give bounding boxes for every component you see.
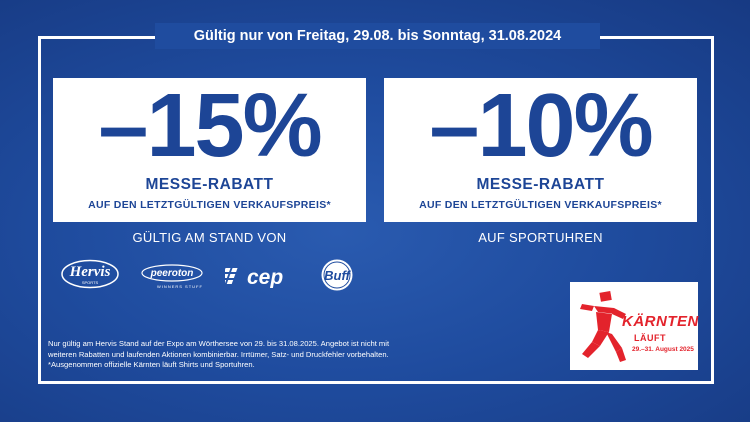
runner-figure-icon <box>580 291 626 362</box>
cep-logo-name: cep <box>247 266 283 288</box>
buff-logo: Buff <box>320 258 354 292</box>
discount-percent: –15% <box>98 76 322 176</box>
kaernten-laeuft-badge: KÄRNTEN LÄUFT 29.–31. August 2025 <box>570 282 698 370</box>
offer-card-15: –15% MESSE-RABATT AUF DEN LETZTGÜLTIGEN … <box>53 78 366 222</box>
event-dates: 29.–31. August 2025 <box>632 346 694 353</box>
price-basis: AUF DEN LETZTGÜLTIGEN VERKAUFSPREIS* <box>419 199 662 211</box>
event-title: KÄRNTEN <box>622 313 699 330</box>
disclaimer-line: weiteren Rabatten und laufenden Aktionen… <box>48 349 389 359</box>
rebate-label: MESSE-RABATT <box>145 176 274 193</box>
rebate-label: MESSE-RABATT <box>476 176 605 193</box>
cep-logo: cep <box>219 264 297 289</box>
offer-10-subtext: AUF SPORTUHREN <box>478 230 603 245</box>
offer-card-10: –10% MESSE-RABATT AUF DEN LETZTGÜLTIGEN … <box>384 78 697 222</box>
hervis-logo-name: Hervis <box>69 264 111 280</box>
hervis-logo-sub: SPORTS <box>82 280 99 285</box>
disclaimer: Nur gültig am Hervis Stand auf der Expo … <box>48 339 518 371</box>
disclaimer-line: Nur gültig am Hervis Stand auf der Expo … <box>48 339 390 348</box>
event-subtitle: LÄUFT <box>634 333 666 343</box>
price-basis: AUF DEN LETZTGÜLTIGEN VERKAUFSPREIS* <box>88 199 331 211</box>
discount-percent: –10% <box>429 76 653 176</box>
peeroton-logo: peeroton WINNERS STUFF <box>134 262 214 290</box>
peeroton-logo-sub: WINNERS STUFF <box>157 284 203 289</box>
validity-text: Gültig nur von Freitag, 29.08. bis Sonnt… <box>155 23 600 49</box>
disclaimer-line: *Ausgenommen offizielle Kärnten läuft Sh… <box>48 360 255 369</box>
offer-15-subtext: GÜLTIG AM STAND VON <box>132 230 287 245</box>
peeroton-logo-name: peeroton <box>150 268 194 279</box>
buff-logo-name: Buff <box>324 268 351 283</box>
hervis-logo: Hervis SPORTS <box>60 259 120 289</box>
